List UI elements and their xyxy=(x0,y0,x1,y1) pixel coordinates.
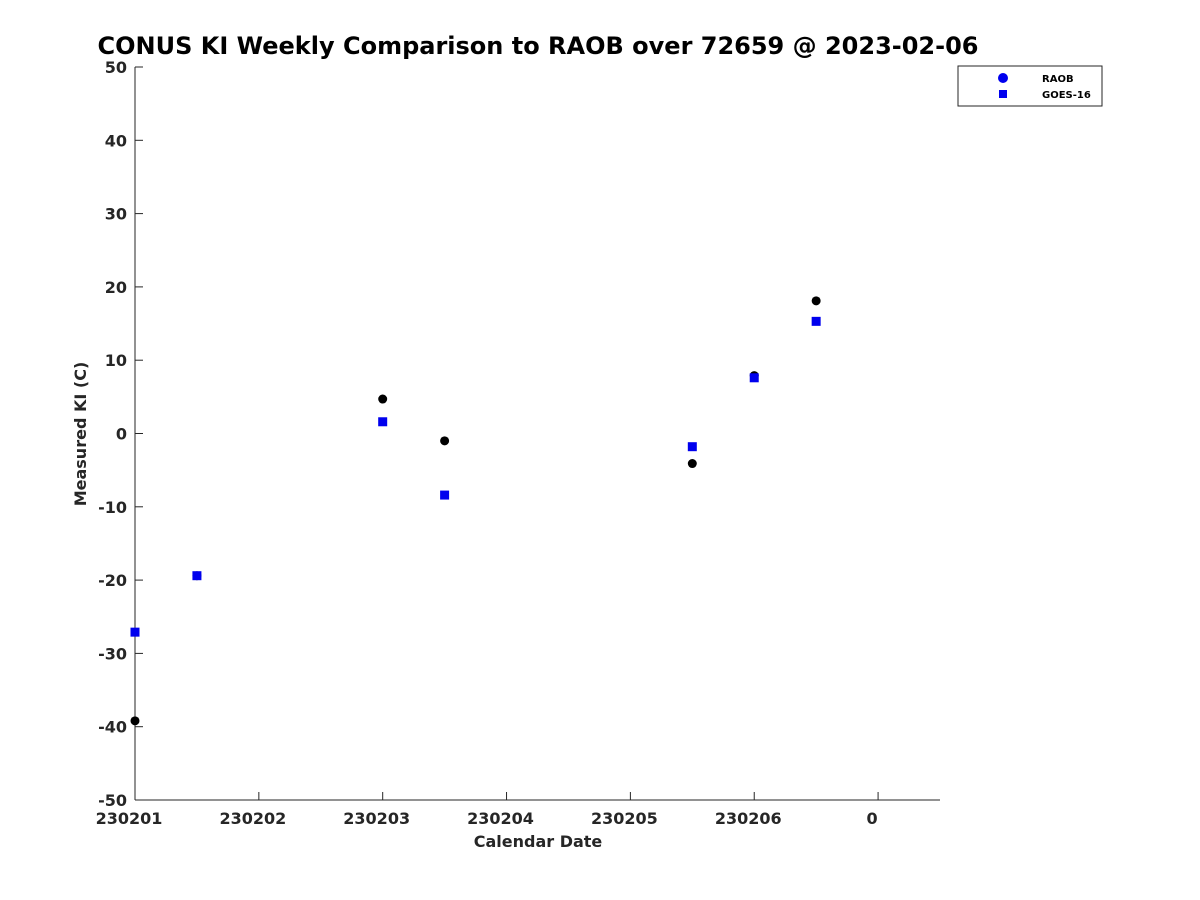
series-goes-16 xyxy=(130,316,821,637)
y-tick-label-9: -40 xyxy=(98,718,127,737)
point-goes-16-3 xyxy=(440,490,450,500)
x-tick-label-1: 230202 xyxy=(219,809,286,828)
point-goes-16-2 xyxy=(378,417,388,427)
y-tick-label-5: 0 xyxy=(116,425,127,444)
legend-label-0: RAOB xyxy=(1042,74,1074,85)
x-tick-label-6: 0 xyxy=(867,809,878,828)
series-raob xyxy=(130,296,821,726)
x-tick-label-2: 230203 xyxy=(343,809,410,828)
point-goes-16-5 xyxy=(749,373,759,383)
legend-box xyxy=(957,65,1103,107)
point-goes-16-0 xyxy=(130,627,140,637)
point-raob-3 xyxy=(440,436,450,446)
y-tick-label-0: 50 xyxy=(105,58,127,77)
x-axis-label: Calendar Date xyxy=(474,832,603,851)
legend-marker-0 xyxy=(998,73,1008,83)
point-raob-6 xyxy=(811,296,821,306)
y-tick-label-1: 40 xyxy=(105,131,127,150)
x-tick-label-4: 230205 xyxy=(591,809,658,828)
x-tick-label-3: 230204 xyxy=(467,809,534,828)
chart-title: CONUS KI Weekly Comparison to RAOB over … xyxy=(98,32,979,60)
y-tick-label-7: -20 xyxy=(98,571,127,590)
y-tick-label-8: -30 xyxy=(98,644,127,663)
x-tick-label-0: 230201 xyxy=(96,809,163,828)
y-tick-label-10: -50 xyxy=(98,791,127,810)
point-goes-16-4 xyxy=(687,442,697,452)
x-tick-label-5: 230206 xyxy=(715,809,782,828)
point-goes-16-1 xyxy=(192,571,202,581)
point-goes-16-6 xyxy=(811,316,821,326)
point-raob-0 xyxy=(130,716,140,726)
y-tick-label-2: 30 xyxy=(105,205,127,224)
y-axis-label: Measured KI (C) xyxy=(71,362,90,507)
y-tick-label-3: 20 xyxy=(105,278,127,297)
y-tick-label-4: 10 xyxy=(105,351,127,370)
point-raob-2 xyxy=(378,394,388,404)
point-raob-4 xyxy=(687,459,697,469)
legend: RAOB GOES-16 xyxy=(957,65,1103,107)
legend-marker-1 xyxy=(999,90,1007,98)
legend-label-1: GOES-16 xyxy=(1042,90,1091,101)
y-tick-label-6: -10 xyxy=(98,498,127,517)
